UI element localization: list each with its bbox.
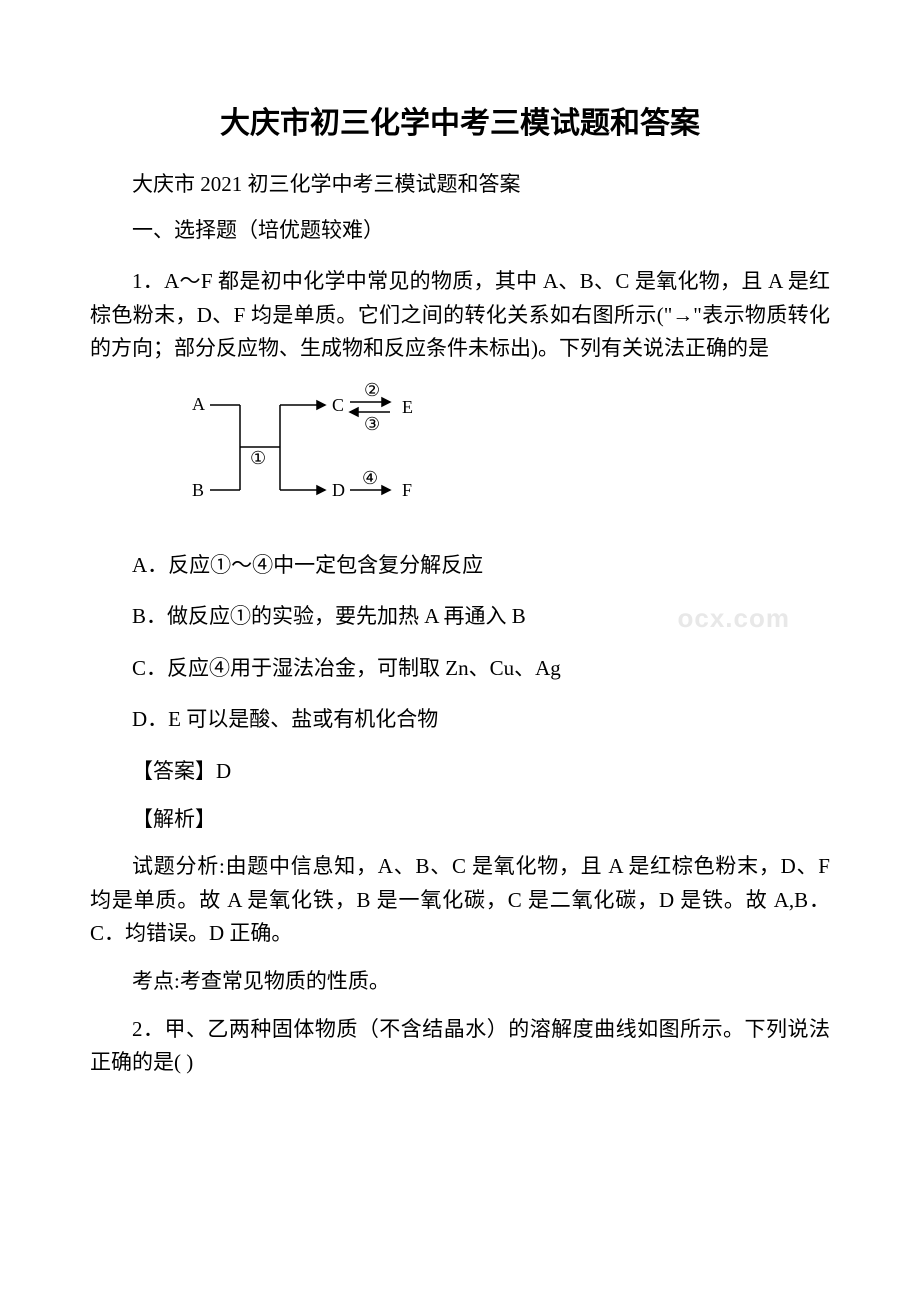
q1-option-a: A．反应①～④中一定包含复分解反应 xyxy=(90,549,830,583)
diagram-label-d: D xyxy=(332,480,345,500)
diagram-label-4: ④ xyxy=(362,468,378,488)
diagram-label-2: ② xyxy=(364,380,380,400)
diagram-label-c: C xyxy=(332,395,344,415)
diagram-label-f: F xyxy=(402,480,412,500)
q1-option-b: B．做反应①的实验，要先加热 A 再通入 B xyxy=(90,600,830,634)
q1-option-d: D．E 可以是酸、盐或有机化合物 xyxy=(90,703,830,737)
q2-stem: 2．甲、乙两种固体物质（不含结晶水）的溶解度曲线如图所示。下列说法正确的是( ) xyxy=(90,1013,830,1080)
diagram-label-3: ③ xyxy=(364,414,380,434)
q1-answer: 【答案】D xyxy=(90,755,830,789)
q1-option-c: C．反应④用于湿法冶金，可制取 Zn、Cu、Ag xyxy=(90,652,830,686)
diagram-label-1: ① xyxy=(250,448,266,468)
subtitle: 大庆市 2021 初三化学中考三模试题和答案 xyxy=(90,168,830,202)
q1-stem: 1．A～F 都是初中化学中常见的物质，其中 A、B、C 是氧化物，且 A 是红棕… xyxy=(90,265,830,366)
q1-diagram: A B C E D F ① ② ③ ④ xyxy=(180,380,830,531)
q1-point: 考点:考查常见物质的性质。 xyxy=(90,965,830,999)
q1-analysis: 试题分析:由题中信息知，A、B、C 是氧化物，且 A 是红棕色粉末，D、F 均是… xyxy=(90,850,830,951)
q1-analysis-label: 【解析】 xyxy=(90,803,830,837)
diagram-label-a: A xyxy=(192,394,205,414)
section-header: 一、选择题（培优题较难） xyxy=(90,214,830,248)
diagram-label-e: E xyxy=(402,397,413,417)
page-title: 大庆市初三化学中考三模试题和答案 xyxy=(90,100,830,148)
diagram-label-b: B xyxy=(192,480,204,500)
